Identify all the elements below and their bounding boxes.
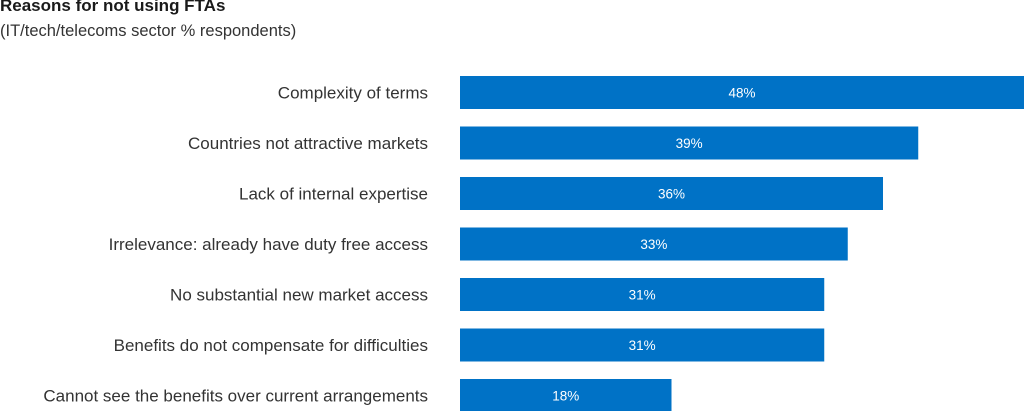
category-label: Lack of internal expertise <box>239 185 428 204</box>
category-label: Benefits do not compensate for difficult… <box>114 336 428 355</box>
bar-value-label: 31% <box>629 288 656 303</box>
bar-value-label: 33% <box>640 237 667 252</box>
category-label: Complexity of terms <box>278 84 428 103</box>
category-label: No substantial new market access <box>170 286 428 305</box>
bar <box>460 76 1024 109</box>
bar-value-label: 36% <box>658 187 685 202</box>
bar <box>460 126 919 160</box>
category-label: Cannot see the benefits over current arr… <box>43 387 428 406</box>
bar-value-label: 31% <box>629 338 656 353</box>
category-label: Irrelevance: already have duty free acce… <box>109 235 428 254</box>
bar-value-label: 18% <box>552 389 579 404</box>
bar-value-label: 39% <box>676 136 703 151</box>
bar <box>460 328 825 362</box>
category-label: Countries not attractive markets <box>188 134 428 153</box>
chart-title: Reasons for not using FTAs <box>0 0 226 15</box>
bar <box>460 177 883 210</box>
bar <box>460 278 825 311</box>
bar-value-label: 48% <box>728 86 755 101</box>
bar <box>460 379 672 411</box>
chart-subtitle: (IT/tech/telecoms sector % respondents) <box>0 22 297 40</box>
bar <box>460 227 848 261</box>
